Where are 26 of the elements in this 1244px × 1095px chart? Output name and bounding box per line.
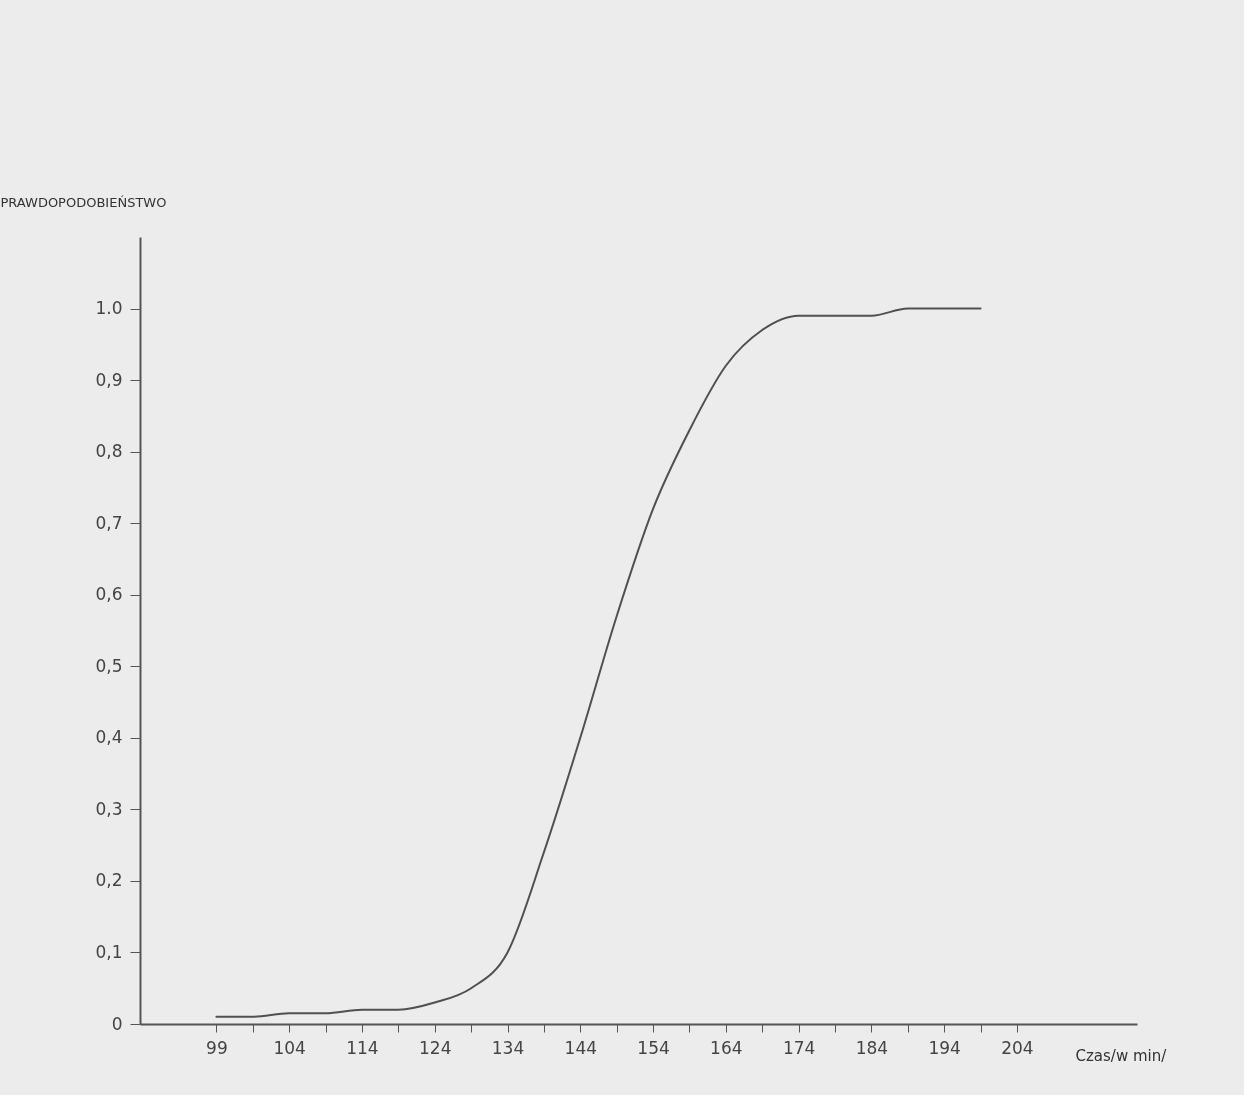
y-tick-label: 0,4: [95, 727, 123, 748]
x-tick-label: 134: [491, 1037, 525, 1058]
x-tick-label: 164: [710, 1037, 743, 1058]
x-tick-label: 184: [855, 1037, 889, 1058]
x-tick-label: 174: [782, 1037, 816, 1058]
y-tick-label: 0,7: [95, 512, 123, 533]
x-tick-label: 194: [928, 1037, 961, 1058]
y-tick-label: 1.0: [95, 298, 123, 319]
y-tick-label: 0,9: [95, 369, 123, 390]
line-series: [215, 307, 982, 1018]
y-tick-label: 0,6: [95, 584, 123, 605]
y-axis-title: PRAWDOPODOBIEŃSTWO: [0, 194, 167, 210]
y-tick-label: 0: [111, 1013, 123, 1034]
x-tick-label: 154: [637, 1037, 670, 1058]
y-tick-label: 0,3: [95, 798, 123, 819]
x-tick-label: 124: [419, 1037, 452, 1058]
y-tick-label: 0,5: [95, 655, 123, 676]
x-tick-label: 114: [346, 1037, 379, 1058]
y-tick-label: 0,8: [95, 441, 123, 462]
x-tick-label: 204: [1001, 1037, 1034, 1058]
x-axis-title: Czas/w min/: [1075, 1046, 1168, 1065]
x-tick-label: 104: [273, 1037, 306, 1058]
x-tick-label: 144: [564, 1037, 598, 1058]
y-tick-label: 0,1: [95, 941, 123, 962]
x-tick-label: 99: [206, 1037, 228, 1058]
y-tick-label: 0,2: [95, 870, 123, 891]
